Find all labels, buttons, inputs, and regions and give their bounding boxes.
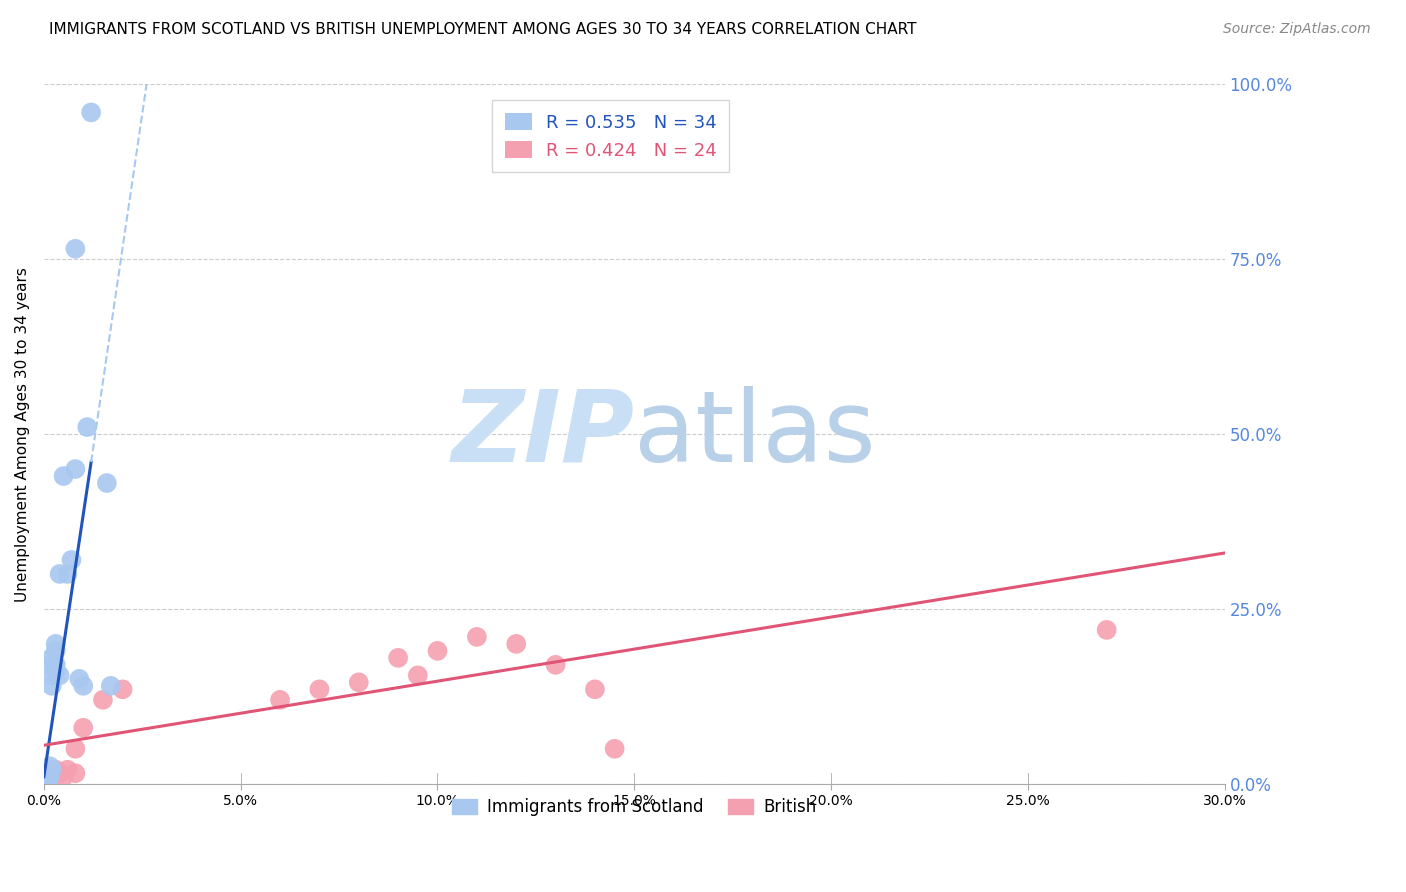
Point [35,773,58,788]
Point [41,770,63,784]
Point [37,763,59,777]
Point [583,682,606,697]
Point [56,763,79,777]
Text: ZIP: ZIP [451,385,634,483]
Point [35,770,58,784]
Point [80,105,103,120]
Point [269,693,291,707]
Point [38,759,60,773]
Point [52,469,75,483]
Point [60,553,83,567]
Point [387,651,409,665]
Point [48,566,70,581]
Point [37,773,59,788]
Text: IMMIGRANTS FROM SCOTLAND VS BRITISH UNEMPLOYMENT AMONG AGES 30 TO 34 YEARS CORRE: IMMIGRANTS FROM SCOTLAND VS BRITISH UNEM… [49,22,917,37]
Point [37,766,59,780]
Point [45,644,67,658]
Point [35,763,58,777]
Point [41,657,63,672]
Point [37,770,59,784]
Point [48,766,70,780]
Legend: Immigrants from Scotland, British: Immigrants from Scotland, British [444,789,825,824]
Point [45,657,67,672]
Point [56,566,79,581]
Point [426,644,449,658]
Text: Source: ZipAtlas.com: Source: ZipAtlas.com [1223,22,1371,37]
Point [48,668,70,682]
Point [65,741,87,756]
Point [111,682,134,697]
Point [52,770,75,784]
Point [65,462,87,476]
Point [37,770,59,784]
Point [544,657,567,672]
Point [603,741,626,756]
Text: atlas: atlas [634,385,876,483]
Point [41,668,63,682]
Point [347,675,370,690]
Point [100,679,122,693]
Point [45,763,67,777]
Point [45,665,67,679]
Point [72,721,94,735]
Point [38,770,60,784]
Point [41,679,63,693]
Point [465,630,488,644]
Point [1095,623,1118,637]
Point [41,763,63,777]
Point [37,775,59,789]
Point [65,242,87,256]
Point [38,766,60,780]
Point [72,679,94,693]
Point [67,672,90,686]
Point [308,682,330,697]
Point [41,651,63,665]
Point [505,637,527,651]
Point [406,668,429,682]
Point [45,637,67,651]
Point [91,693,114,707]
Point [65,766,87,780]
Point [37,773,59,788]
Point [76,420,98,434]
Point [96,476,118,491]
Y-axis label: Unemployment Among Ages 30 to 34 years: Unemployment Among Ages 30 to 34 years [15,267,30,601]
Point [35,766,58,780]
